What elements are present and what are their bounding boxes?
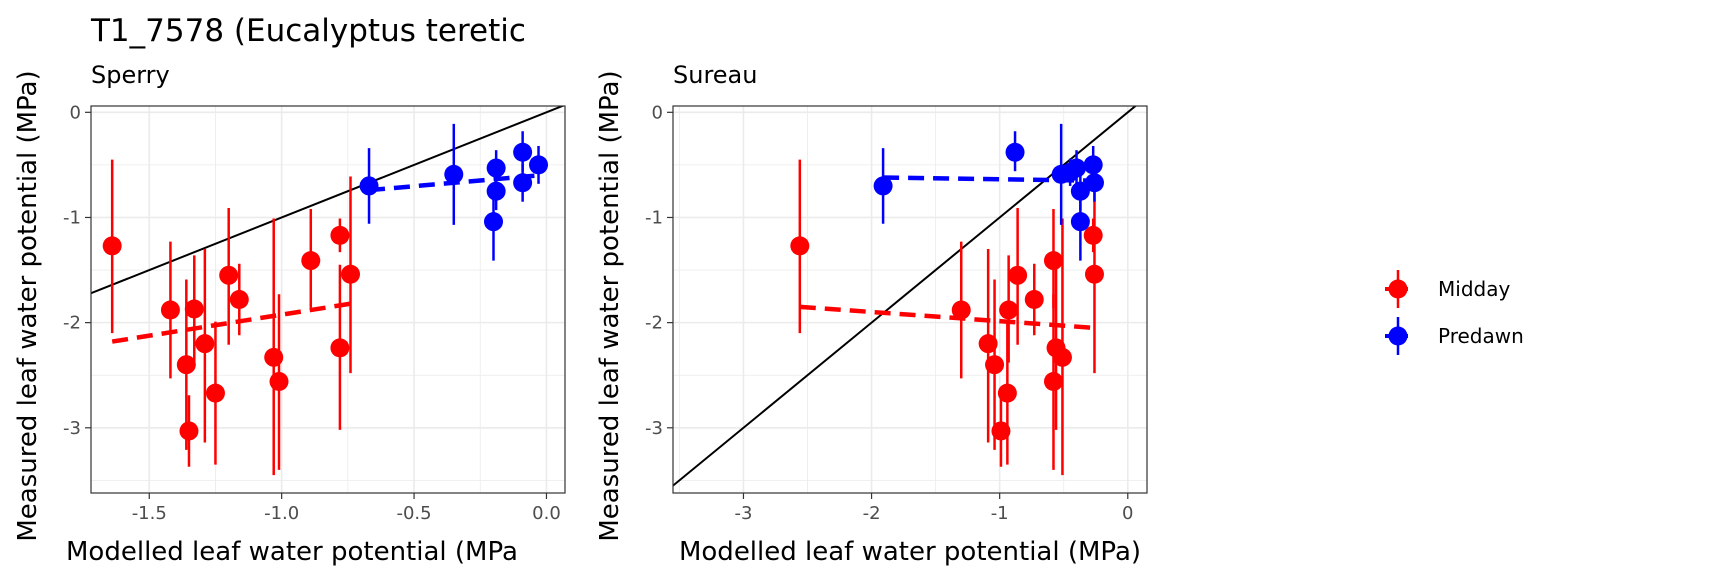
y-axis: 0 -1 -2 -3 bbox=[645, 102, 673, 439]
legend: Midday Predawn bbox=[1385, 270, 1524, 355]
point-predawn[interactable] bbox=[1083, 155, 1103, 175]
identity-line bbox=[673, 106, 1138, 487]
legend-key-point bbox=[1388, 326, 1408, 346]
point-midday[interactable] bbox=[1024, 290, 1044, 309]
x-axis-title: Modelled leaf water potential (MPa bbox=[66, 537, 518, 567]
point-predawn[interactable] bbox=[529, 155, 549, 175]
point-midday[interactable] bbox=[978, 334, 998, 354]
panel-title: Sureau bbox=[673, 61, 757, 89]
legend-label: Midday bbox=[1438, 277, 1510, 301]
point-midday[interactable] bbox=[951, 300, 971, 320]
x-tick-label: -1 bbox=[991, 503, 1009, 524]
point-midday[interactable] bbox=[999, 300, 1019, 320]
y-tick-label: -2 bbox=[645, 313, 663, 334]
panel-border bbox=[90, 105, 566, 494]
point-predawn[interactable] bbox=[1070, 212, 1090, 232]
point-predawn[interactable] bbox=[1005, 142, 1025, 162]
y-axis-title: Measured leaf water potential (MPa) bbox=[13, 70, 43, 541]
point-midday[interactable] bbox=[1043, 251, 1063, 271]
point-predawn[interactable] bbox=[484, 212, 504, 232]
point-midday[interactable] bbox=[219, 265, 239, 285]
point-midday[interactable] bbox=[301, 251, 321, 271]
point-midday[interactable] bbox=[341, 264, 361, 284]
legend-key-point bbox=[1388, 279, 1408, 299]
point-midday[interactable] bbox=[179, 421, 199, 441]
y-tick-label: -3 bbox=[63, 418, 81, 439]
panel-sperry: Sperry -1.5 -1.0 -0.5 0.0 0 -1 -2 -3 Modelled … bbox=[13, 61, 566, 567]
point-midday[interactable] bbox=[184, 299, 204, 319]
point-predawn[interactable] bbox=[873, 176, 893, 196]
x-tick-label: 0.0 bbox=[532, 503, 561, 524]
point-midday[interactable] bbox=[195, 334, 215, 354]
point-midday[interactable] bbox=[330, 338, 350, 358]
point-predawn[interactable] bbox=[486, 158, 506, 178]
point-predawn[interactable] bbox=[1070, 181, 1090, 201]
x-tick-label: 0 bbox=[1122, 503, 1133, 524]
x-tick-label: -1.5 bbox=[132, 503, 167, 524]
panel-border bbox=[672, 105, 1148, 494]
x-axis: -3 -2 -1 0 bbox=[734, 493, 1134, 524]
chart-main-title: T1_7578 (Eucalyptus teretic bbox=[90, 13, 526, 49]
point-midday[interactable] bbox=[205, 383, 225, 403]
y-axis-title: Measured leaf water potential (MPa) bbox=[595, 70, 625, 541]
point-predawn[interactable] bbox=[359, 176, 379, 196]
point-predawn[interactable] bbox=[513, 173, 533, 193]
legend-item-midday[interactable]: Midday bbox=[1385, 270, 1510, 308]
panel-sureau: Sureau -3 -2 -1 0 0 -1 -2 -3 Modelled leaf wat… bbox=[595, 61, 1148, 567]
point-midday[interactable] bbox=[1043, 372, 1063, 392]
point-midday[interactable] bbox=[991, 421, 1011, 441]
x-tick-label: -0.5 bbox=[396, 503, 431, 524]
point-midday[interactable] bbox=[102, 236, 122, 256]
y-tick-label: -3 bbox=[645, 418, 663, 439]
legend-label: Predawn bbox=[1438, 324, 1524, 348]
x-axis: -1.5 -1.0 -0.5 0.0 bbox=[132, 493, 561, 524]
point-predawn[interactable] bbox=[1084, 173, 1104, 193]
plot-marks bbox=[91, 106, 565, 476]
y-tick-label: 0 bbox=[652, 102, 663, 123]
legend-item-predawn[interactable]: Predawn bbox=[1385, 317, 1524, 355]
point-predawn[interactable] bbox=[1067, 158, 1087, 178]
point-predawn[interactable] bbox=[486, 181, 506, 201]
point-midday[interactable] bbox=[1083, 225, 1103, 245]
point-midday[interactable] bbox=[1052, 347, 1072, 367]
point-midday[interactable] bbox=[1084, 264, 1104, 284]
x-tick-label: -3 bbox=[734, 503, 752, 524]
point-midday[interactable] bbox=[1008, 265, 1028, 285]
point-midday[interactable] bbox=[997, 383, 1017, 403]
point-predawn[interactable] bbox=[444, 164, 464, 184]
x-tick-label: -1.0 bbox=[264, 503, 299, 524]
point-midday[interactable] bbox=[269, 372, 289, 392]
point-midday[interactable] bbox=[176, 355, 196, 375]
y-tick-label: 0 bbox=[70, 102, 81, 123]
y-tick-label: -1 bbox=[63, 207, 81, 228]
point-midday[interactable] bbox=[330, 225, 350, 245]
point-predawn[interactable] bbox=[513, 142, 533, 162]
trend-line-midday bbox=[111, 301, 351, 344]
point-midday[interactable] bbox=[229, 290, 249, 309]
y-axis: 0 -1 -2 -3 bbox=[63, 102, 91, 439]
point-midday[interactable] bbox=[160, 300, 180, 320]
point-midday[interactable] bbox=[264, 347, 284, 367]
y-tick-label: -1 bbox=[645, 207, 663, 228]
point-midday[interactable] bbox=[985, 355, 1005, 375]
x-tick-label: -2 bbox=[863, 503, 881, 524]
panel-title: Sperry bbox=[91, 61, 170, 89]
x-axis-title: Modelled leaf water potential (MPa) bbox=[679, 537, 1141, 567]
plot-marks bbox=[673, 106, 1138, 487]
point-midday[interactable] bbox=[790, 236, 810, 256]
y-tick-label: -2 bbox=[63, 313, 81, 334]
